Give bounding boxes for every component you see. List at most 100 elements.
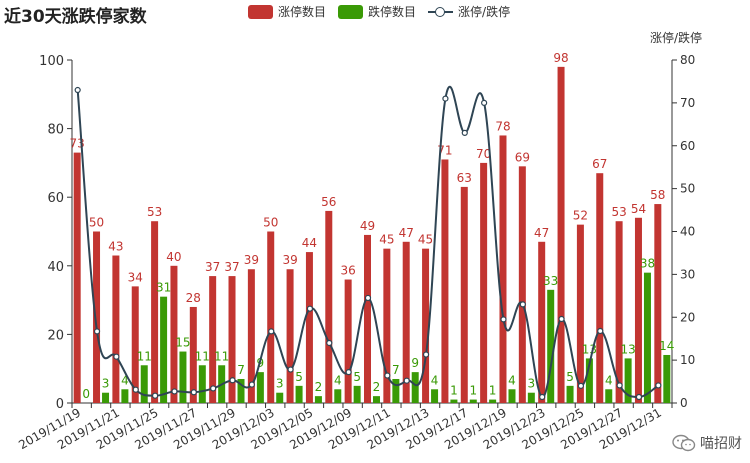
ratio-point (132, 386, 139, 393)
bar-label-limit-up: 43 (108, 240, 123, 254)
bar-limit-up (170, 265, 178, 403)
ratio-point (558, 315, 565, 323)
bar-label-limit-up: 53 (611, 205, 626, 219)
bar-limit-up (654, 204, 662, 403)
ratio-point (210, 385, 217, 392)
bar-limit-up (441, 159, 449, 403)
bar-limit-up (267, 231, 275, 403)
bar-limit-up (576, 224, 584, 403)
bar-limit-up (518, 166, 526, 403)
ratio-point (306, 305, 314, 312)
right-axis-tick-label: 80 (680, 53, 695, 67)
bar-label-limit-up: 53 (147, 205, 162, 219)
bar-label-limit-down: 0 (82, 387, 90, 401)
chart-title: 近30天涨跌停家数 (4, 7, 147, 27)
bar-label-limit-up: 70 (476, 147, 491, 161)
bar-label-limit-down: 11 (195, 349, 210, 363)
bar-limit-down (643, 272, 651, 403)
ratio-point (539, 393, 546, 401)
bar-limit-up (422, 248, 430, 403)
bar-limit-down (237, 378, 245, 403)
legend-swatch-ratio (428, 5, 454, 19)
legend-swatch-limit-up (248, 4, 273, 19)
bar-limit-up (93, 231, 101, 403)
bar-label-limit-up: 47 (399, 226, 414, 240)
watermark-text: 喵招财 (700, 436, 742, 452)
right-axis-tick-label: 20 (680, 310, 695, 324)
right-axis-tick-label: 60 (680, 139, 695, 153)
bar-limit-up (364, 234, 371, 403)
ratio-point (190, 389, 197, 396)
ratio-point (577, 382, 585, 389)
bar-label-limit-up: 37 (224, 260, 239, 274)
legend-item-ratio[interactable]: 涨停/跌停 (428, 3, 510, 20)
bar-limit-down (314, 396, 322, 403)
bar-limit-up (615, 221, 623, 403)
ratio-point (519, 301, 526, 308)
bar-label-limit-up: 56 (321, 195, 336, 209)
bar-label-limit-up: 39 (244, 253, 259, 267)
bar-limit-up (286, 269, 294, 403)
bar-limit-up (247, 269, 255, 403)
bar-label-limit-down: 7 (237, 363, 245, 377)
ratio-point (403, 377, 410, 384)
left-axis-tick-label: 100 (39, 54, 64, 69)
bar-label-limit-down: 33 (543, 274, 558, 288)
legend-item-limit-up[interactable]: 涨停数目 (248, 3, 326, 20)
bar-label-limit-down: 5 (353, 370, 361, 384)
ratio-point (384, 372, 391, 379)
bar-limit-down (392, 378, 400, 403)
ratio-point (113, 353, 120, 360)
ratio-point (461, 129, 468, 136)
watermark: 喵招财 (672, 433, 742, 453)
bar-label-limit-down: 5 (566, 370, 574, 384)
bar-limit-down (624, 358, 632, 403)
bar-label-limit-down: 4 (605, 373, 613, 387)
bar-limit-down (179, 351, 187, 403)
ratio-point (481, 99, 488, 106)
bar-label-limit-down: 3 (102, 377, 110, 391)
bar-label-limit-down: 11 (214, 349, 229, 363)
right-axis-tick-label: 40 (680, 225, 695, 239)
bar-limit-up (480, 162, 488, 403)
bar-label-limit-up: 58 (650, 188, 665, 202)
ratio-point (287, 366, 294, 373)
legend-item-limit-down[interactable]: 跌停数目 (338, 3, 416, 20)
bar-label-limit-down: 4 (508, 373, 516, 387)
bar-limit-up (557, 66, 565, 404)
bar-label-limit-down: 4 (121, 373, 129, 387)
bar-limit-down (140, 365, 148, 403)
bar-label-limit-up: 98 (553, 51, 568, 65)
bar-label-limit-down: 13 (620, 342, 635, 356)
bar-limit-down (663, 354, 671, 403)
ratio-point (597, 327, 604, 335)
bar-limit-down (353, 385, 361, 403)
ratio-point (171, 388, 178, 395)
right-axis-tick-label: 10 (680, 353, 695, 367)
bar-limit-up (189, 306, 197, 403)
bar-label-limit-down: 15 (175, 336, 190, 350)
ratio-point (248, 381, 255, 388)
right-axis-tick-label: 50 (680, 182, 695, 196)
bar-limit-down (566, 385, 574, 403)
left-axis-tick-label: 0 (56, 397, 64, 412)
bar-label-limit-up: 36 (341, 264, 356, 278)
bar-label-limit-up: 45 (418, 233, 433, 247)
bar-limit-down (276, 392, 284, 403)
bar-limit-up (131, 286, 139, 403)
wechat-icon (672, 434, 696, 452)
bar-label-limit-down: 2 (315, 380, 323, 394)
bar-limit-down (198, 365, 206, 403)
bar-limit-down (334, 389, 342, 403)
bar-limit-up (228, 276, 236, 403)
bar-limit-down (489, 399, 497, 403)
bar-limit-down (102, 392, 110, 403)
bar-limit-up (383, 248, 391, 403)
bar-limit-up (73, 152, 81, 403)
bar-limit-down (508, 389, 516, 403)
ratio-point (151, 392, 159, 399)
bar-label-limit-down: 5 (295, 370, 303, 384)
left-axis-tick-label: 20 (47, 328, 64, 343)
ratio-point (229, 377, 236, 384)
